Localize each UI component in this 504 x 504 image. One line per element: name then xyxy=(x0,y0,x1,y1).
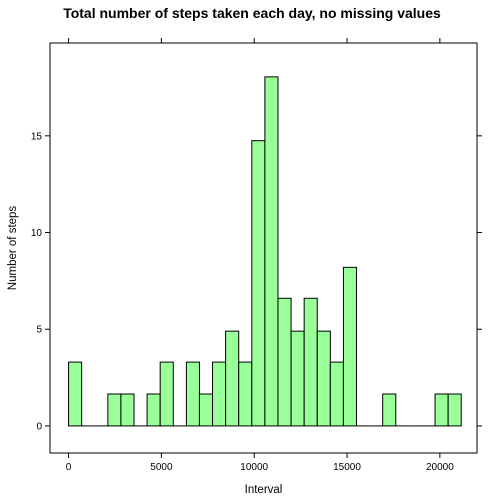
x-axis-title: Interval xyxy=(245,484,283,496)
histogram-bar xyxy=(185,361,200,427)
histogram-bar xyxy=(277,297,292,427)
histogram-bar xyxy=(251,140,266,427)
histogram-bar xyxy=(434,393,449,427)
y-tick-label: 15 xyxy=(31,131,43,142)
histogram-bar xyxy=(264,76,279,427)
histogram-bar xyxy=(120,393,135,427)
histogram-bar xyxy=(382,393,397,427)
histogram-bar xyxy=(146,393,161,427)
x-tick-label: 10000 xyxy=(240,462,268,473)
ticks-layer: 0 5000 10000 15000 20000 0 5 10 15 xyxy=(31,38,482,473)
chart-title: Total number of steps taken each day, no… xyxy=(63,5,441,21)
histogram-bar xyxy=(329,361,344,427)
histogram-bar xyxy=(342,266,358,427)
y-axis-title: Number of steps xyxy=(7,206,19,291)
y-tick-label: 0 xyxy=(36,421,42,432)
x-tick-label: 5000 xyxy=(150,462,173,473)
histogram-bar xyxy=(225,330,240,427)
x-tick-label: 20000 xyxy=(426,462,454,473)
y-tick-label: 10 xyxy=(31,228,43,239)
histogram-bar xyxy=(212,361,227,427)
histogram-bar xyxy=(303,297,318,427)
histogram-bar xyxy=(68,361,83,427)
x-tick-label: 15000 xyxy=(333,462,361,473)
bars-layer xyxy=(68,76,462,427)
histogram-bar xyxy=(238,361,253,427)
plot-frame xyxy=(49,42,478,454)
histogram-bar xyxy=(447,393,462,427)
histogram-bar xyxy=(316,330,331,427)
histogram-bar xyxy=(198,393,214,427)
histogram-bar xyxy=(159,361,174,427)
x-tick-label: 0 xyxy=(66,462,72,473)
y-tick-label: 5 xyxy=(36,325,42,336)
histogram-bar xyxy=(290,330,305,427)
histogram-bar xyxy=(107,393,122,427)
